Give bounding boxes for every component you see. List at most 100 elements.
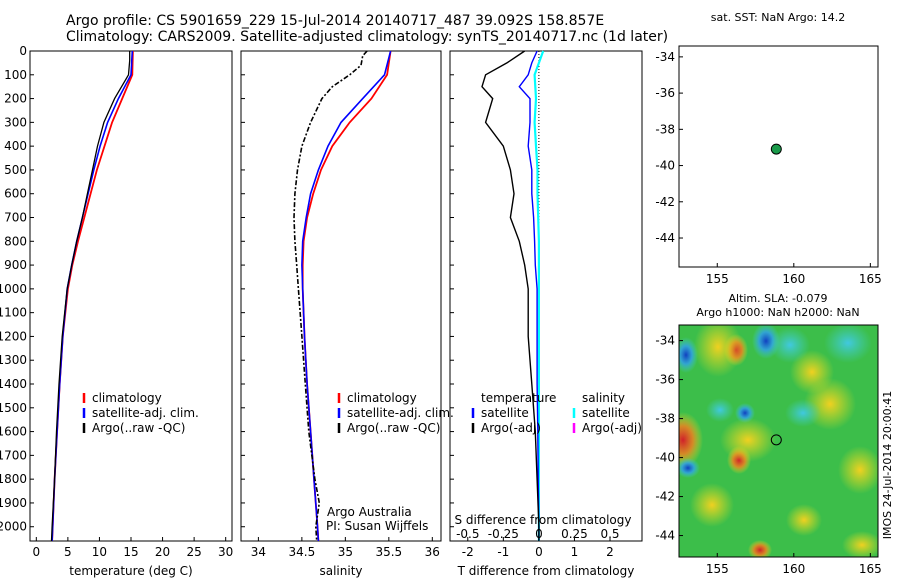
map-y-tick-label: -42 <box>655 490 675 504</box>
y-tick-label: 700 <box>4 211 27 225</box>
sla-anomaly-blob <box>786 504 822 536</box>
y-tick-label: 0 <box>19 44 27 58</box>
map-y-tick-label: -36 <box>655 373 675 387</box>
imos-timestamp-label: IMOS 24-Jul-2014 20:00:41 <box>881 391 894 540</box>
series-climatology-sal <box>301 50 392 542</box>
series-satellite-salinity-diff <box>533 50 545 541</box>
legend-label: Argo(-adj) <box>582 421 642 435</box>
sla-map-title: Altim. SLA: -0.079 <box>728 292 827 305</box>
legend-label-climatology: climatology <box>347 391 417 405</box>
y-tick-label: 1400 <box>0 377 27 391</box>
sla-heatmap-field <box>679 325 878 557</box>
y-tick-label: 1500 <box>0 401 27 415</box>
x-tick-label: 15 <box>123 545 138 559</box>
y-tick-label: 1200 <box>0 329 27 343</box>
sla-anomaly-blob <box>706 398 734 422</box>
series-satellite-temp <box>51 50 134 542</box>
y-tick-label: 900 <box>4 258 27 272</box>
x-tick-label: 0 <box>535 545 543 559</box>
sla-anomaly-blob <box>694 325 742 377</box>
map-y-tick-label: -44 <box>655 231 675 245</box>
x-tick-label: -1 <box>497 545 509 559</box>
y-tick-label: 2000 <box>0 520 27 534</box>
map-y-tick-label: -40 <box>655 159 675 173</box>
y-tick-label: 1800 <box>0 472 27 486</box>
x-tick-label: 36 <box>425 545 440 559</box>
x-tick-label: 1 <box>571 545 579 559</box>
y-tick-label: 1100 <box>0 306 27 320</box>
y-tick-label: 200 <box>4 92 27 106</box>
x-axis-label: temperature (deg C) <box>69 564 192 578</box>
annotation-text: PI: Susan Wijffels <box>326 519 428 533</box>
sla-map-subtitle: Argo h1000: NaN h2000: NaN <box>696 306 859 319</box>
legend-title-temperature: temperature <box>481 391 556 405</box>
sla-anomaly-blob <box>838 446 878 494</box>
annotation-text: Argo Australia <box>327 505 412 519</box>
top-axis-label: S difference from climatology <box>455 513 632 527</box>
y-tick-label: 1900 <box>0 496 27 510</box>
sla-anomaly-blob <box>770 327 810 363</box>
legend-title-salinity: salinity <box>582 391 625 405</box>
legend-label-argo: Argo(..raw -QC) <box>92 421 185 435</box>
y-tick-label: 1300 <box>0 353 27 367</box>
sla-anomaly-blob <box>720 418 776 462</box>
top-x-tick-label: -0.5 <box>456 527 479 541</box>
series-argo-temp-diff <box>481 50 540 541</box>
y-tick-label: 1600 <box>0 425 27 439</box>
x-tick-label: 34 <box>251 545 266 559</box>
sst-map-title: sat. SST: NaN Argo: 14.2 <box>711 11 845 24</box>
legend-label: satellite <box>481 406 529 420</box>
y-tick-label: 400 <box>4 139 27 153</box>
x-tick-label: 2 <box>606 545 614 559</box>
sla-anomaly-blob <box>679 337 698 373</box>
map-x-tick-label: 160 <box>782 272 805 286</box>
x-tick-label: 35.5 <box>375 545 402 559</box>
legend-label-satellite: satellite-adj. clim. <box>92 406 199 420</box>
sla-anomaly-blob <box>785 399 821 427</box>
legend-label: satellite <box>582 406 630 420</box>
map-y-tick-label: -42 <box>655 195 675 209</box>
argo-float-marker <box>770 434 782 446</box>
sst-map-frame <box>678 45 879 268</box>
sla-anomaly-blob <box>690 483 734 527</box>
x-axis-label: salinity <box>319 564 362 578</box>
series-argo-temp <box>50 51 131 542</box>
y-tick-label: 300 <box>4 115 27 129</box>
map-y-tick-label: -38 <box>655 122 675 136</box>
y-tick-label: 500 <box>4 163 27 177</box>
panel-2-frame <box>240 50 442 542</box>
y-tick-label: 1000 <box>0 282 27 296</box>
sla-anomaly-blob <box>842 531 878 557</box>
map-y-tick-label: -44 <box>655 529 675 543</box>
y-tick-label: 100 <box>4 68 27 82</box>
sla-anomaly-blob <box>679 412 703 468</box>
x-tick-label: 30 <box>218 545 233 559</box>
legend-label: Argo(-adj) <box>481 421 541 435</box>
map-x-tick-label: 155 <box>706 272 729 286</box>
top-x-tick-label: 0 <box>535 527 543 541</box>
x-tick-label: 35 <box>338 545 353 559</box>
x-tick-label: -2 <box>462 545 474 559</box>
legend-label-climatology: climatology <box>92 391 162 405</box>
sla-map-frame <box>678 324 879 558</box>
header-line-1: Argo profile: CS 5901659_229 15-Jul-2014… <box>66 13 605 29</box>
x-tick-label: 5 <box>64 545 72 559</box>
map-y-tick-label: -34 <box>655 334 675 348</box>
top-x-tick-label: 0.25 <box>561 527 588 541</box>
top-x-tick-label: -0.25 <box>488 527 519 541</box>
map-y-tick-label: -38 <box>655 412 675 426</box>
sla-anomaly-blob <box>824 325 872 363</box>
x-tick-label: 0 <box>32 545 40 559</box>
y-tick-label: 600 <box>4 187 27 201</box>
map-y-tick-label: -40 <box>655 451 675 465</box>
panel-3-frame <box>449 50 643 542</box>
argo-float-marker <box>770 143 782 155</box>
legend-label-argo: Argo(..raw -QC) <box>347 421 440 435</box>
map-y-tick-label: -36 <box>655 86 675 100</box>
x-axis-label: T difference from climatology <box>457 564 635 578</box>
series-satellite-sal <box>301 50 392 542</box>
y-tick-label: 1700 <box>0 448 27 462</box>
sla-anomaly-blob <box>748 540 772 557</box>
x-tick-label: 10 <box>92 545 107 559</box>
